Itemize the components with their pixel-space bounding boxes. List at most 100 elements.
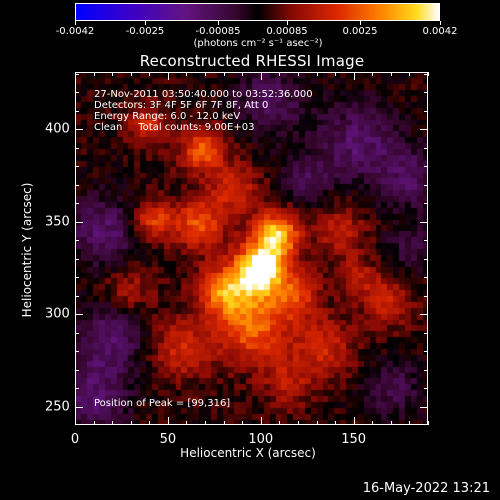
y-tick — [420, 314, 428, 315]
y-tick — [75, 111, 79, 112]
y-tick — [424, 296, 428, 297]
colorbar-tick — [75, 21, 76, 25]
x-tick-label: 100 — [248, 432, 274, 447]
x-tick — [279, 72, 280, 76]
colorbar-tick-label: 0.0042 — [422, 26, 458, 37]
colorbar-tick — [218, 21, 219, 25]
y-tick — [75, 259, 79, 260]
x-tick — [205, 72, 206, 76]
y-tick — [424, 370, 428, 371]
y-tick — [424, 92, 428, 93]
x-tick — [261, 417, 262, 425]
y-tick — [75, 351, 79, 352]
x-tick — [75, 417, 76, 425]
x-tick — [428, 72, 429, 76]
y-tick — [75, 166, 79, 167]
colorbar-tick-label: -0.00085 — [195, 26, 241, 37]
x-tick — [335, 72, 336, 76]
x-tick — [409, 72, 410, 76]
x-tick — [279, 421, 280, 425]
x-tick — [112, 421, 113, 425]
x-tick — [317, 421, 318, 425]
x-tick — [149, 72, 150, 76]
y-tick-label: 400 — [45, 121, 70, 137]
x-tick — [186, 72, 187, 76]
x-tick — [112, 72, 113, 76]
y-tick — [424, 388, 428, 389]
overlay-detectors: Detectors: 3F 4F 5F 6F 7F 8F, Att 0 — [94, 100, 269, 111]
x-tick — [75, 72, 76, 80]
overlay-peak-position: Position of Peak = [99,316] — [94, 398, 231, 409]
x-tick — [298, 421, 299, 425]
x-tick — [131, 72, 132, 76]
x-tick-label: 50 — [159, 432, 177, 447]
x-tick — [298, 72, 299, 76]
colorbar — [75, 3, 440, 21]
x-tick — [409, 421, 410, 425]
y-tick — [75, 314, 83, 315]
y-tick — [424, 240, 428, 241]
y-tick — [424, 259, 428, 260]
timestamp-footer: 16-May-2022 13:21 — [362, 481, 490, 496]
x-tick — [242, 421, 243, 425]
x-tick — [391, 72, 392, 76]
overlay-clean-counts: Clean Total counts: 9.00E+03 — [94, 122, 255, 133]
y-tick-label: 250 — [45, 399, 70, 415]
y-tick — [424, 277, 428, 278]
colorbar-tick-label: -0.0025 — [125, 26, 165, 37]
y-tick — [424, 351, 428, 352]
y-tick — [75, 129, 83, 130]
x-tick — [242, 72, 243, 76]
image-plot: 27-Nov-2011 03:50:40.000 to 03:52:36.000… — [75, 72, 428, 425]
colorbar-tick-label: -0.0042 — [55, 26, 95, 37]
y-tick — [75, 92, 79, 93]
x-tick — [261, 72, 262, 80]
y-tick — [420, 407, 428, 408]
y-tick — [424, 185, 428, 186]
rhessi-heatmap — [76, 73, 427, 424]
y-tick — [424, 203, 428, 204]
x-tick — [205, 421, 206, 425]
y-tick — [75, 222, 83, 223]
x-tick — [94, 421, 95, 425]
y-tick — [75, 296, 79, 297]
x-tick — [168, 72, 169, 80]
y-tick-label: 300 — [45, 306, 70, 322]
y-tick — [75, 74, 79, 75]
y-tick — [75, 333, 79, 334]
y-tick — [75, 277, 79, 278]
x-tick — [131, 421, 132, 425]
y-tick — [420, 222, 428, 223]
x-tick — [224, 72, 225, 76]
x-tick-label: 0 — [70, 432, 80, 447]
overlay-time-range: 27-Nov-2011 03:50:40.000 to 03:52:36.000 — [94, 89, 313, 100]
y-axis-label: Heliocentric Y (arcsec) — [20, 182, 34, 318]
x-axis-label: Heliocentric X (arcsec) — [180, 446, 316, 460]
y-tick — [424, 148, 428, 149]
colorbar-tick — [360, 21, 361, 25]
plot-title: Reconstructed RHESSI Image — [139, 52, 365, 70]
colorbar-tick — [145, 21, 146, 25]
overlay-energy-range: Energy Range: 6.0 - 12.0 keV — [94, 111, 241, 122]
y-tick — [75, 370, 79, 371]
x-tick — [335, 421, 336, 425]
y-tick-label: 350 — [45, 214, 70, 230]
x-tick — [354, 417, 355, 425]
colorbar-tick — [440, 21, 441, 25]
x-tick — [354, 72, 355, 80]
x-tick — [317, 72, 318, 76]
colorbar-tick — [287, 21, 288, 25]
x-tick — [428, 421, 429, 425]
y-tick — [75, 185, 79, 186]
y-tick — [75, 203, 79, 204]
colorbar-tick-label: 0.00085 — [266, 26, 308, 37]
x-tick — [372, 421, 373, 425]
colorbar-gradient — [76, 4, 439, 20]
colorbar-tick-label: 0.0025 — [342, 26, 378, 37]
y-tick — [424, 111, 428, 112]
x-tick — [372, 72, 373, 76]
x-tick-label: 150 — [341, 432, 367, 447]
x-tick — [391, 421, 392, 425]
y-tick — [75, 148, 79, 149]
x-tick — [149, 421, 150, 425]
